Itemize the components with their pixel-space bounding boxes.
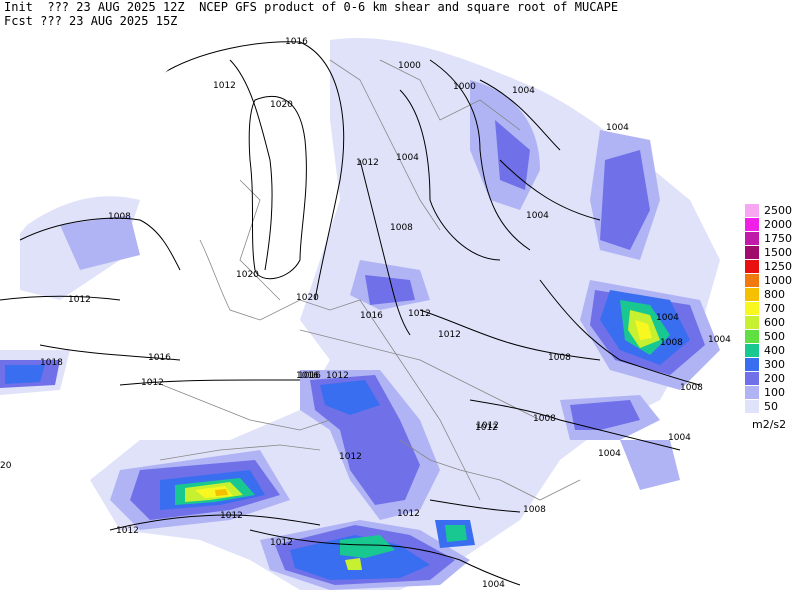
isobar-label: 1008 (108, 212, 131, 222)
legend-item: 1250 (745, 260, 797, 274)
isobar-label: 1008 (533, 414, 556, 424)
header-init-line: Init ??? 23 AUG 2025 12Z NCEP GFS produc… (4, 0, 619, 14)
isobar-labels: 1016 1012 1020 1008 1012 1020 1020 1016 … (0, 37, 731, 590)
isobar-label: 1004 (482, 580, 505, 590)
legend-item: 2500 (745, 204, 797, 218)
legend-swatch (745, 330, 759, 343)
legend-item: 1750 (745, 232, 797, 246)
legend-swatch (745, 274, 759, 287)
isobar-label: 1020 (296, 293, 319, 303)
legend-item: 400 (745, 344, 797, 358)
legend-label: 400 (764, 344, 785, 357)
legend-swatch (745, 386, 759, 399)
legend-item: 1000 (745, 274, 797, 288)
legend-item: 100 (745, 386, 797, 400)
isobar-label: 1008 (680, 383, 703, 393)
isobar-label: 1008 (390, 223, 413, 233)
isobar-label: 1012 (270, 538, 293, 548)
legend-item: 600 (745, 316, 797, 330)
legend-swatch (745, 400, 759, 413)
legend-item: 50 (745, 400, 797, 414)
legend-swatch (745, 358, 759, 371)
legend-label: 2000 (764, 218, 792, 231)
isobar-label: 1012 (356, 158, 379, 168)
legend-label: 100 (764, 386, 785, 399)
legend-item: 2000 (745, 218, 797, 232)
legend-swatch (745, 316, 759, 329)
legend-label: 1000 (764, 274, 792, 287)
shading-800 (215, 489, 228, 496)
legend-units: m2/s2 (752, 418, 787, 431)
isobar-label: 1016 (296, 371, 319, 381)
isobar-label: 1012 (141, 378, 164, 388)
legend-item: 700 (745, 302, 797, 316)
legend-label: 600 (764, 316, 785, 329)
isobar-label: 1004 (668, 433, 691, 443)
isobar-label: 1004 (396, 153, 419, 163)
isobar-label: 1012 (397, 509, 420, 519)
isobar-label: 1012 (475, 423, 498, 433)
legend-label: 1500 (764, 246, 792, 259)
legend-label: 2500 (764, 204, 792, 217)
legend-swatch (745, 344, 759, 357)
legend-item: 800 (745, 288, 797, 302)
isobar-label: 1020 (270, 100, 293, 110)
isobar-label: 1012 (68, 295, 91, 305)
legend-label: 700 (764, 302, 785, 315)
isobar-label: 1016 (148, 353, 171, 363)
isobar-label: 1000 (453, 82, 476, 92)
isobar-label: 20 (0, 461, 12, 471)
legend-label: 300 (764, 358, 785, 371)
legend-item: 1500 (745, 246, 797, 260)
legend-item: 200 (745, 372, 797, 386)
legend-label: 1750 (764, 232, 792, 245)
legend-swatch (745, 260, 759, 273)
legend-label: 800 (764, 288, 785, 301)
legend-label: 1250 (764, 260, 792, 273)
isobar-label: 1012 (116, 526, 139, 536)
legend-swatch (745, 246, 759, 259)
isobar-label: 1020 (236, 270, 259, 280)
isobar-label: 1012 (476, 421, 499, 431)
isobar-label: 1008 (660, 338, 683, 348)
isobar-label: 1016 (298, 371, 321, 381)
legend-swatch (745, 218, 759, 231)
isobar-label: 1008 (548, 353, 571, 363)
isobar-label: 1018 (40, 358, 63, 368)
legend-swatch (745, 288, 759, 301)
legend-item: 300 (745, 358, 797, 372)
isobar-label: 1012 (339, 452, 362, 462)
isobar-label: 1012 (408, 309, 431, 319)
legend-swatch (745, 204, 759, 217)
header-forecast-line: Fcst ??? 23 AUG 2025 15Z (4, 14, 178, 28)
isobar-label: 1016 (360, 311, 383, 321)
isobar-label: 1000 (398, 61, 421, 71)
isobar-label: 1004 (708, 335, 731, 345)
legend-swatch (745, 232, 759, 245)
legend-label: 200 (764, 372, 785, 385)
isobar-label: 1012 (213, 81, 236, 91)
isobar-label: 1016 (285, 37, 308, 47)
legend-label: 500 (764, 330, 785, 343)
isobars (0, 41, 701, 586)
isobar-label: 1008 (523, 505, 546, 515)
legend-swatch (745, 372, 759, 385)
isobar-label: 1004 (598, 449, 621, 459)
isobar-label: 1012 (326, 371, 349, 381)
isobar-label: 1004 (606, 123, 629, 133)
legend-swatch (745, 302, 759, 315)
isobar-label: 1004 (526, 211, 549, 221)
isobar-label: 1012 (220, 511, 243, 521)
legend-label: 50 (764, 400, 778, 413)
isobar-label: 1012 (438, 330, 461, 340)
isobar-label: 1004 (656, 313, 679, 323)
legend-item: 500 (745, 330, 797, 344)
isobar-label: 1004 (512, 86, 535, 96)
coastlines (149, 59, 581, 501)
